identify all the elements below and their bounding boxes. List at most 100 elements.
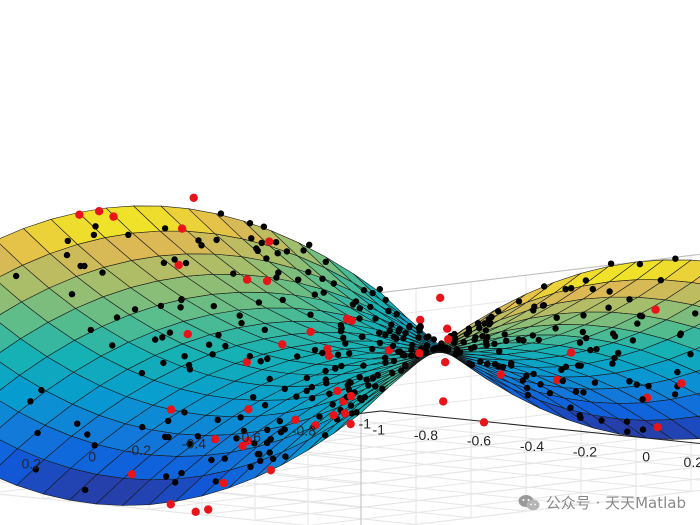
surface-point-marker — [541, 283, 548, 290]
surface-point-marker — [626, 378, 633, 385]
surface-point-marker — [558, 366, 565, 373]
surface-point-marker — [217, 210, 225, 217]
surface-point-marker — [611, 354, 618, 362]
surface-point-marker — [109, 342, 116, 349]
noisy-point-marker — [291, 415, 300, 424]
surface-point-marker — [396, 325, 403, 333]
surface-point-marker — [279, 296, 286, 304]
surface-point-marker — [68, 291, 76, 298]
noisy-point-marker — [262, 276, 272, 286]
surface-point-marker — [477, 358, 484, 365]
surface-point-marker — [363, 376, 370, 383]
surface-point-marker — [348, 410, 356, 417]
surface-point-marker — [195, 237, 202, 244]
surface-point-marker — [402, 329, 409, 337]
surface-point-marker — [515, 298, 523, 305]
surface-point-marker — [638, 313, 646, 320]
surface-point-marker — [615, 349, 622, 357]
surface-point-marker — [356, 395, 364, 402]
surface-point-marker — [293, 393, 300, 400]
surface-point-marker — [138, 369, 146, 377]
surface-point-marker — [326, 390, 333, 397]
surface-point-marker — [267, 435, 274, 443]
noisy-point-marker — [265, 237, 274, 246]
surface-point-marker — [258, 239, 265, 247]
surface-point-marker — [400, 335, 407, 342]
surface-point-marker — [593, 345, 600, 353]
surface-face — [695, 369, 700, 375]
surface-point-marker — [382, 331, 389, 338]
surface-point-marker — [583, 334, 590, 342]
surface-point-marker — [609, 360, 616, 367]
surface-point-marker — [319, 349, 326, 357]
surface-point-marker — [496, 348, 503, 355]
surface-point-marker — [230, 270, 237, 277]
surface-point-marker — [361, 394, 368, 401]
surface-point-marker — [530, 370, 537, 378]
surface-point-marker — [520, 337, 527, 344]
surface-point-marker — [233, 435, 240, 442]
surface-point-marker — [12, 272, 20, 280]
surface-point-marker — [63, 251, 71, 259]
surface-point-marker — [254, 450, 261, 458]
surface-point-marker — [369, 289, 376, 297]
surface-point-marker — [580, 389, 587, 396]
surface-point-marker — [266, 375, 273, 383]
surface-point-marker — [523, 372, 530, 379]
surface-point-marker — [321, 432, 329, 439]
surface-point-marker — [178, 469, 185, 477]
surface-point-marker — [503, 337, 510, 344]
surface-point-marker — [253, 245, 260, 252]
surface-point-marker — [376, 286, 383, 293]
surface-point-marker — [161, 433, 169, 440]
surface-point-marker — [342, 340, 349, 347]
y-tick-label: -0.6 — [237, 429, 261, 445]
surface-point-marker — [385, 307, 392, 315]
surface-point-marker — [546, 389, 554, 397]
noisy-point-marker — [443, 324, 452, 333]
surface-point-marker — [579, 328, 587, 336]
surface-point-marker — [572, 388, 580, 395]
surface-point-marker — [436, 344, 444, 352]
surface-point-marker — [562, 286, 569, 293]
surface-point-marker — [165, 417, 172, 425]
surface-point-marker — [408, 346, 415, 354]
noisy-point-marker — [166, 500, 175, 509]
surface-point-marker — [273, 274, 280, 281]
surface-point-marker — [257, 358, 264, 365]
surface-point-marker — [210, 302, 217, 310]
surface-point-marker — [275, 269, 282, 276]
surface-point-marker — [611, 333, 619, 340]
surface-point-marker — [374, 371, 381, 379]
surface-point-marker — [181, 353, 188, 360]
surface-point-marker — [634, 320, 641, 327]
noisy-point-marker — [329, 411, 338, 420]
y-tick-label: -1 — [359, 416, 372, 432]
surface-point-marker — [587, 346, 594, 354]
surface-face — [694, 346, 700, 352]
surface-point-marker — [334, 351, 342, 358]
surface-point-marker — [295, 276, 302, 283]
surface-point-marker — [591, 379, 599, 386]
wechat-icon — [518, 494, 540, 510]
surface-point-marker — [87, 326, 95, 334]
surface-point-marker — [376, 329, 383, 336]
surface-point-marker — [177, 304, 184, 311]
noisy-point-marker — [479, 418, 489, 427]
surface-point-marker — [152, 336, 159, 343]
surface-point-marker — [636, 260, 644, 268]
surface-face — [692, 299, 700, 307]
noisy-point-marker — [566, 348, 576, 357]
surface-point-marker — [356, 315, 363, 322]
surface-point-marker — [322, 376, 329, 383]
side-wall-gridline — [406, 489, 700, 525]
surface-point-marker — [251, 440, 258, 447]
surface-point-marker — [508, 362, 515, 369]
surface-point-marker — [322, 367, 329, 375]
surface-point-marker — [178, 296, 185, 303]
surface-point-marker — [276, 417, 283, 425]
surface-point-marker — [185, 361, 193, 369]
noisy-point-marker — [415, 349, 424, 358]
surface-point-marker — [576, 339, 584, 346]
surface-point-marker — [369, 375, 377, 382]
